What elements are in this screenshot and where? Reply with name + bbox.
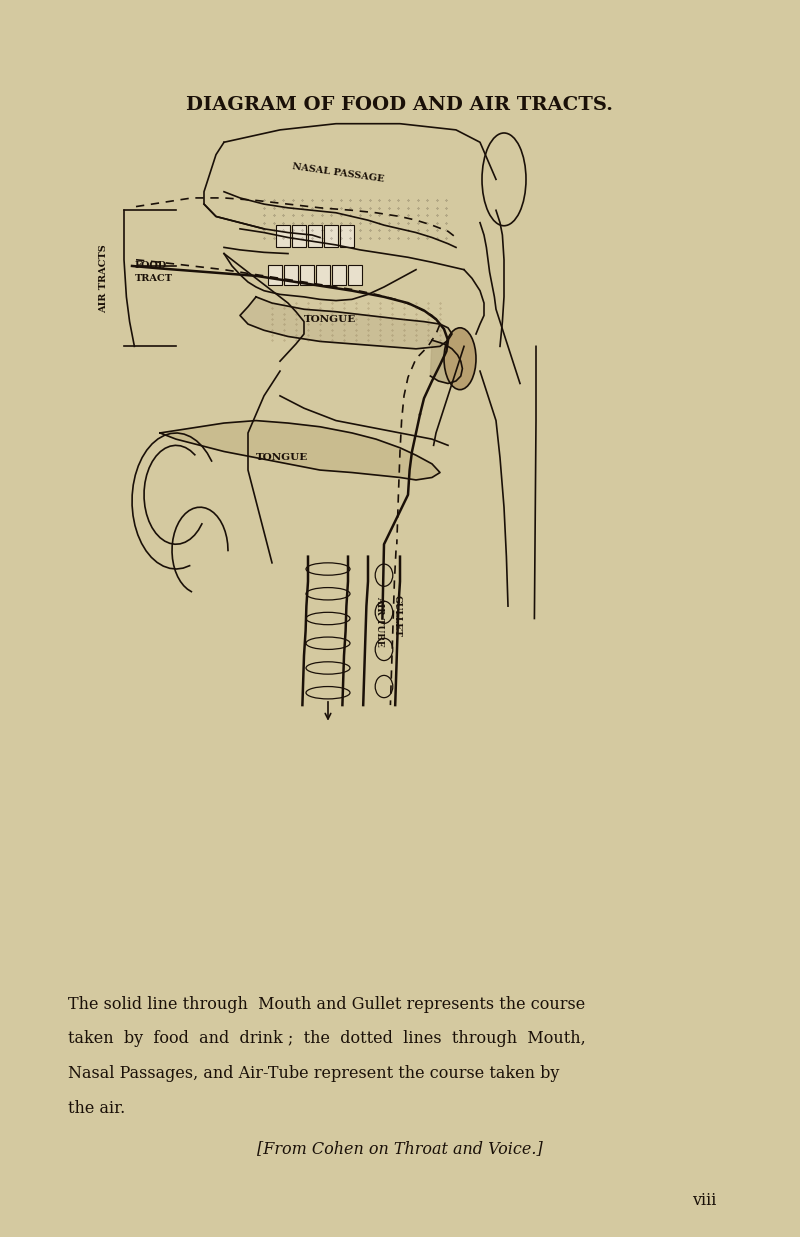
Text: AIR TUBE: AIR TUBE [375, 595, 385, 647]
Text: TRACT: TRACT [134, 273, 173, 283]
Text: DIAGRAM OF FOOD AND AIR TRACTS.: DIAGRAM OF FOOD AND AIR TRACTS. [186, 96, 614, 114]
Bar [324, 225, 338, 247]
Text: Nasal Passages, and Air-Tube represent the course taken by: Nasal Passages, and Air-Tube represent t… [68, 1065, 559, 1082]
Polygon shape [240, 297, 452, 349]
Text: the air.: the air. [68, 1100, 126, 1117]
Bar [340, 225, 354, 247]
Polygon shape [160, 421, 440, 480]
Text: taken  by  food  and  drink ;  the  dotted  lines  through  Mouth,: taken by food and drink ; the dotted lin… [68, 1030, 586, 1048]
Bar [284, 265, 298, 285]
Text: TONGUE: TONGUE [256, 453, 308, 463]
Bar [308, 225, 322, 247]
Polygon shape [430, 340, 462, 383]
Text: The solid line through  Mouth and Gullet represents the course: The solid line through Mouth and Gullet … [68, 996, 586, 1013]
Ellipse shape [444, 328, 476, 390]
Bar [316, 265, 330, 285]
Text: FOOD: FOOD [134, 261, 166, 271]
Text: TONGUE: TONGUE [304, 314, 356, 324]
Text: GULLET: GULLET [393, 595, 402, 637]
Bar [292, 225, 306, 247]
Bar [332, 265, 346, 285]
Ellipse shape [482, 134, 526, 226]
Bar [300, 265, 314, 285]
Text: NASAL PASSAGE: NASAL PASSAGE [292, 162, 385, 184]
Bar [276, 225, 290, 247]
Text: AIR TRACTS: AIR TRACTS [99, 244, 109, 313]
Text: viii: viii [692, 1192, 716, 1210]
Bar [348, 265, 362, 285]
Bar [268, 265, 282, 285]
Text: [From Cohen on Throat and Voice.]: [From Cohen on Throat and Voice.] [257, 1141, 543, 1158]
